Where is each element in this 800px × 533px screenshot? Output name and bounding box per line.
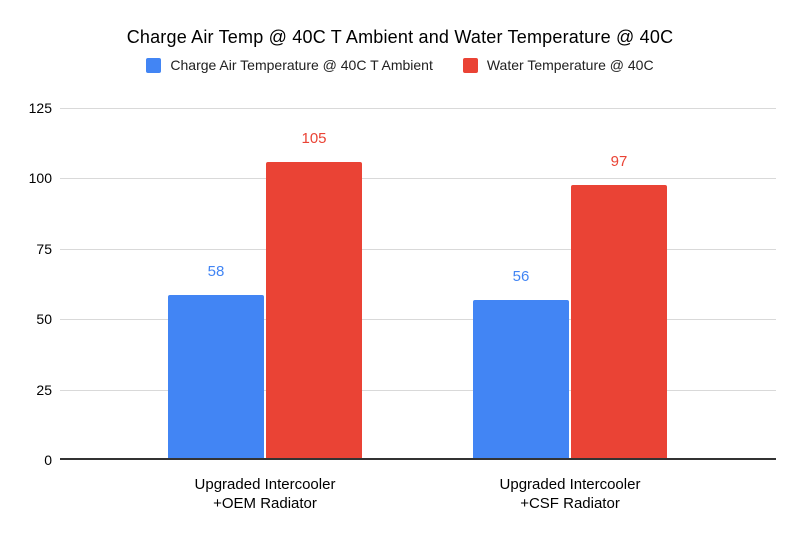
plot-area: 125 100 75 50 25 0 58 105 56 97: [29, 100, 776, 468]
chart-title: Charge Air Temp @ 40C T Ambient and Wate…: [126, 27, 674, 47]
bar-charge-air-csf: 56: [473, 268, 569, 458]
gridline-100: [60, 178, 776, 179]
ytick-25: 25: [36, 382, 52, 398]
legend-swatch-blue: [146, 57, 162, 73]
gridline-125: [60, 108, 776, 109]
ytick-0: 0: [44, 452, 52, 468]
ytick-50: 50: [36, 311, 52, 327]
legend-item-charge-air: Charge Air Temperature @ 40C T Ambient: [146, 57, 433, 73]
category-label-csf-line1: Upgraded Intercooler: [499, 476, 641, 493]
bar-water-temp-csf: 97: [571, 153, 667, 458]
category-label-csf-radiator: Upgraded Intercooler +CSF Radiator: [420, 475, 720, 513]
bar-value-water-temp-csf: 97: [610, 152, 628, 170]
bar-charge-air-oem: 58: [168, 263, 264, 458]
category-label-oem-line2: +OEM Radiator: [213, 495, 317, 512]
legend-label-water-temp: Water Temperature @ 40C: [486, 57, 654, 73]
bar-value-charge-air-oem: 58: [207, 262, 225, 280]
legend: Charge Air Temperature @ 40C T Ambient W…: [0, 57, 800, 73]
x-axis-line: [60, 458, 776, 460]
bar-value-water-temp-oem: 105: [301, 130, 327, 148]
gridline-25: [60, 390, 776, 391]
gridline-50: [60, 319, 776, 320]
bar-value-charge-air-csf: 56: [512, 268, 530, 286]
category-label-csf-line2: +CSF Radiator: [520, 495, 620, 512]
legend-label-charge-air: Charge Air Temperature @ 40C T Ambient: [170, 57, 433, 73]
category-label-oem-radiator: Upgraded Intercooler +OEM Radiator: [115, 475, 415, 513]
ytick-75: 75: [36, 241, 52, 257]
category-label-oem-line1: Upgraded Intercooler: [194, 476, 336, 493]
legend-swatch-red: [462, 57, 478, 73]
bar-water-temp-oem: 105: [266, 130, 362, 458]
gridline-75: [60, 249, 776, 250]
ytick-125: 125: [28, 100, 52, 116]
ytick-100: 100: [28, 170, 52, 186]
legend-item-water-temp: Water Temperature @ 40C: [462, 57, 654, 73]
